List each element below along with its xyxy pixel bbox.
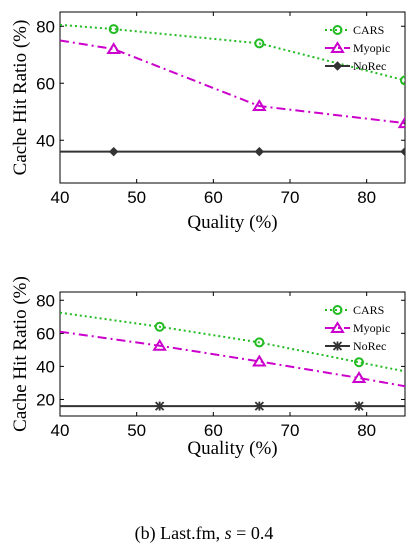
data-point-myopic xyxy=(106,42,121,55)
data-point-myopic xyxy=(152,338,167,351)
legend-label-myopic: Myopic xyxy=(353,41,390,55)
x-axis-label: Quality (%) xyxy=(187,212,277,233)
legend-label-cars: CARS xyxy=(353,303,384,317)
series-layer xyxy=(60,23,405,157)
x-tick-label: 70 xyxy=(281,421,300,440)
series-line-cars xyxy=(60,311,405,373)
legend: CARS Myopic NoRec xyxy=(325,23,390,73)
data-point-norec xyxy=(108,146,119,157)
series-line-myopic xyxy=(60,39,405,125)
legend-label-norec: NoRec xyxy=(353,59,386,73)
legend-marker xyxy=(332,341,343,351)
x-tick-label: 60 xyxy=(204,421,223,440)
data-point-norec xyxy=(254,401,264,411)
legend: CARS Myopic NoRec xyxy=(325,303,390,353)
y-tick-label: 60 xyxy=(36,74,55,93)
legend-marker xyxy=(330,321,345,333)
figure-caption: (b) Last.fm, s = 0.4 xyxy=(0,523,408,544)
plot-frame xyxy=(59,11,406,184)
data-point-myopic xyxy=(397,116,405,129)
y-tick-label: 40 xyxy=(36,357,55,376)
x-tick-label: 80 xyxy=(357,188,376,207)
data-point-cars xyxy=(354,357,364,368)
data-point-norec xyxy=(155,401,165,411)
y-tick-label: 40 xyxy=(36,131,55,150)
caption-prefix: (b) Last.fm, xyxy=(134,523,225,543)
legend-marker xyxy=(332,61,343,71)
y-tick-label: 80 xyxy=(36,17,55,36)
series-line-cars xyxy=(60,23,405,82)
y-tick-label: 60 xyxy=(36,324,55,343)
data-point-cars xyxy=(400,75,405,86)
y-axis-label: Cache Hit Ratio (%) xyxy=(10,276,31,432)
legend-marker xyxy=(332,25,343,35)
x-tick-label: 50 xyxy=(127,188,146,207)
x-tick-label: 70 xyxy=(281,188,300,207)
data-point-cars xyxy=(254,38,265,49)
caption-suffix: = 0.4 xyxy=(231,523,274,543)
x-tick-label: 50 xyxy=(127,421,146,440)
data-point-cars xyxy=(108,24,119,35)
data-point-cars xyxy=(254,337,265,348)
x-tick-label: 40 xyxy=(51,188,70,207)
x-axis-label: Quality (%) xyxy=(187,438,277,459)
data-point-cars xyxy=(154,321,165,332)
legend-label-cars: CARS xyxy=(353,23,384,37)
legend-marker xyxy=(332,305,343,315)
x-tick-label: 60 xyxy=(204,188,223,207)
data-point-norec xyxy=(400,146,405,157)
data-point-norec xyxy=(254,146,265,157)
data-point-myopic xyxy=(252,354,267,367)
legend-label-norec: NoRec xyxy=(353,339,386,353)
caption-variable: s xyxy=(224,523,232,543)
series-line-myopic xyxy=(60,330,405,388)
y-axis-label: Cache Hit Ratio (%) xyxy=(10,20,31,176)
legend-label-myopic: Myopic xyxy=(353,321,390,335)
y-tick-label: 80 xyxy=(36,291,55,310)
y-tick-label: 20 xyxy=(36,390,55,409)
chart-1: 40 50 60 70 80 40 60 80 Quality (%) Cache Hit Rat… xyxy=(10,11,406,233)
chart-2: 40 50 60 70 80 20 40 60 80 Quality (%) Cache Hit R… xyxy=(10,276,406,459)
data-point-myopic xyxy=(252,99,267,112)
plot-frame xyxy=(59,291,406,417)
data-point-myopic xyxy=(351,371,367,383)
x-tick-label: 80 xyxy=(357,421,376,440)
series-layer xyxy=(60,311,405,411)
legend-marker xyxy=(330,41,345,53)
data-point-norec xyxy=(354,401,364,411)
x-tick-label: 40 xyxy=(51,421,70,440)
